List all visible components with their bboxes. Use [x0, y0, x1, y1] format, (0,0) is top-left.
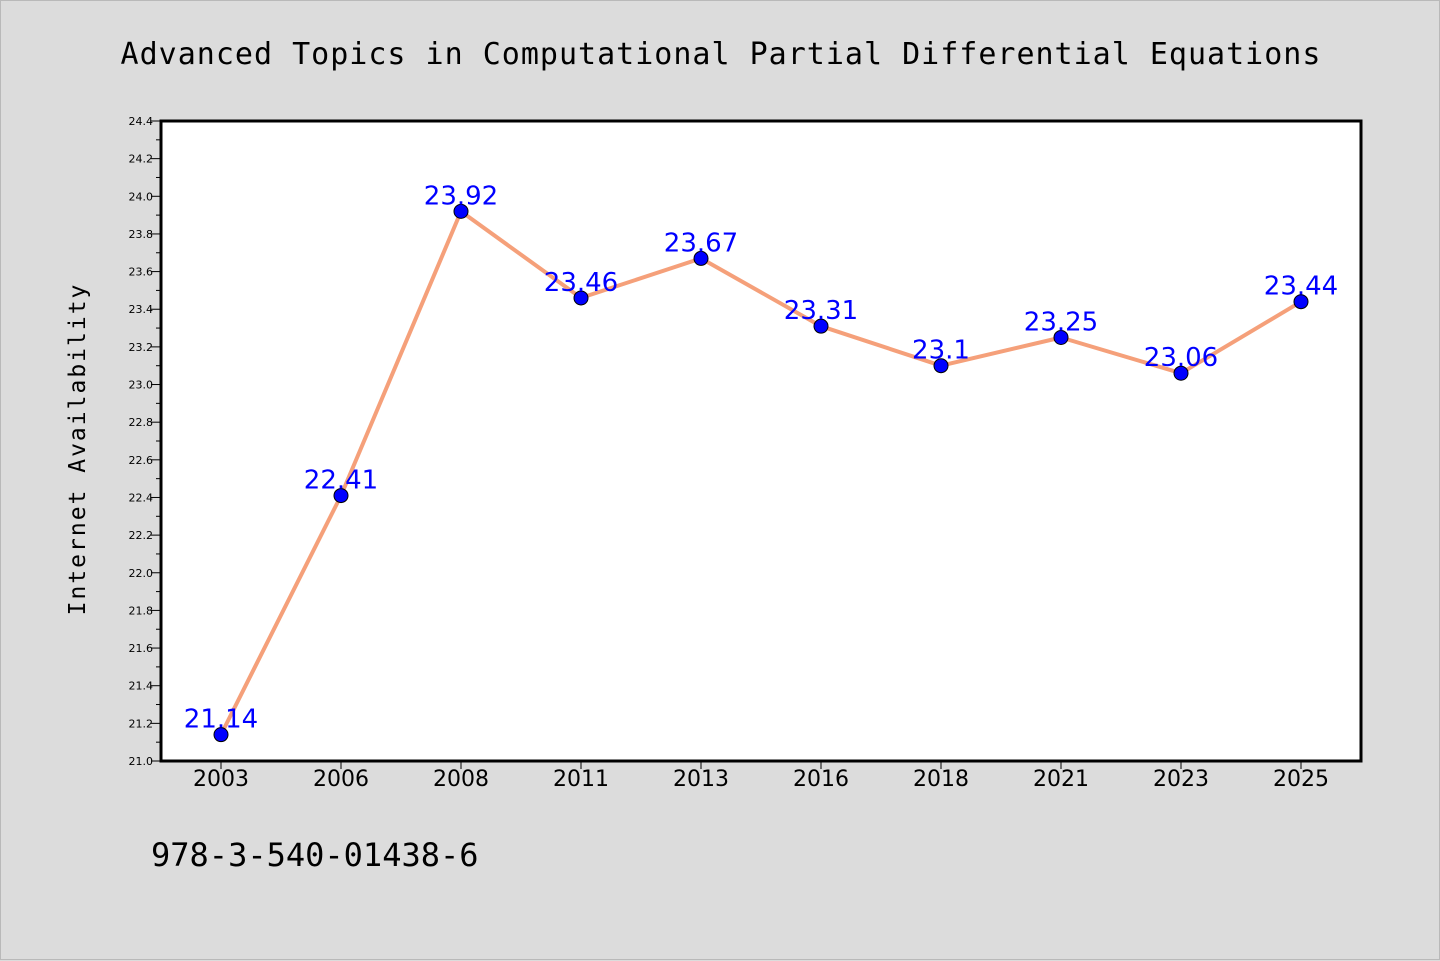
y-tick-label: 22.2 [129, 529, 154, 542]
y-tick-label: 21.2 [129, 717, 154, 730]
y-tick-label: 23.8 [129, 228, 154, 241]
series-group [213, 203, 1309, 743]
data-label: 23.92 [424, 181, 498, 211]
y-tick-label: 22.6 [129, 454, 154, 467]
y-axis-label: Internet Availability [65, 283, 91, 616]
data-point [813, 318, 829, 334]
x-tick-label: 2021 [1033, 767, 1089, 792]
y-tick-label: 21.8 [129, 604, 154, 617]
plot-area [161, 121, 1361, 761]
x-tick-label: 2008 [433, 767, 489, 792]
data-label: 23.06 [1144, 343, 1218, 373]
y-tick-label: 23.6 [129, 266, 154, 279]
isbn-footer: 978-3-540-01438-6 [151, 836, 479, 874]
data-label: 22.41 [304, 466, 378, 496]
data-point [333, 488, 349, 504]
y-tick-label: 22.0 [129, 567, 154, 580]
y-tick-label: 21.0 [129, 755, 154, 768]
data-label: 23.44 [1264, 272, 1338, 302]
x-tick-label: 2018 [913, 767, 969, 792]
x-tick-label: 2016 [793, 767, 849, 792]
x-tick-label: 2006 [313, 767, 369, 792]
data-label: 23.31 [784, 296, 858, 326]
data-point [453, 203, 469, 219]
data-point [1173, 365, 1189, 381]
y-tick-label: 21.4 [129, 680, 154, 693]
x-tick-label: 2013 [673, 767, 729, 792]
data-point [573, 290, 589, 306]
y-tick-label: 23.0 [129, 379, 154, 392]
data-label: 21.14 [184, 705, 258, 735]
data-point [1053, 329, 1069, 345]
x-axis-ticks: 2003 2006 2008 2011 2013 2016 2018 2021 2023 2025 [193, 761, 1329, 792]
data-point [693, 250, 709, 266]
x-tick-label: 2023 [1153, 767, 1209, 792]
y-tick-label: 22.4 [129, 491, 154, 504]
y-tick-label: 21.6 [129, 642, 154, 655]
y-axis-ticks: 21.0 21.2 21.4 21.6 21.8 22.0 22.2 22.4 22.6 22.8… [129, 115, 161, 768]
plot-frame [159, 119, 1363, 763]
x-tick-label: 2011 [553, 767, 609, 792]
y-tick-label: 24.4 [129, 115, 154, 128]
data-label: 23.67 [664, 228, 738, 258]
y-tick-label: 24.0 [129, 190, 154, 203]
data-label: 23.1 [912, 336, 970, 366]
data-point [213, 727, 229, 743]
data-point [1293, 294, 1309, 310]
data-label: 23.25 [1024, 307, 1098, 337]
y-tick-label: 24.2 [129, 153, 154, 166]
series-line [219, 209, 1303, 736]
y-tick-label: 23.2 [129, 341, 154, 354]
chart-title: Advanced Topics in Computational Partial… [121, 37, 1322, 72]
data-labels: 21.14 22.41 23.92 23.46 23.67 23.31 23.1 23.25 2… [184, 181, 1338, 734]
data-point [933, 358, 949, 374]
y-tick-label: 23.4 [129, 303, 154, 316]
x-tick-label: 2003 [193, 767, 249, 792]
x-tick-label: 2025 [1273, 767, 1329, 792]
data-label: 23.46 [544, 268, 618, 298]
y-tick-label: 22.8 [129, 416, 154, 429]
